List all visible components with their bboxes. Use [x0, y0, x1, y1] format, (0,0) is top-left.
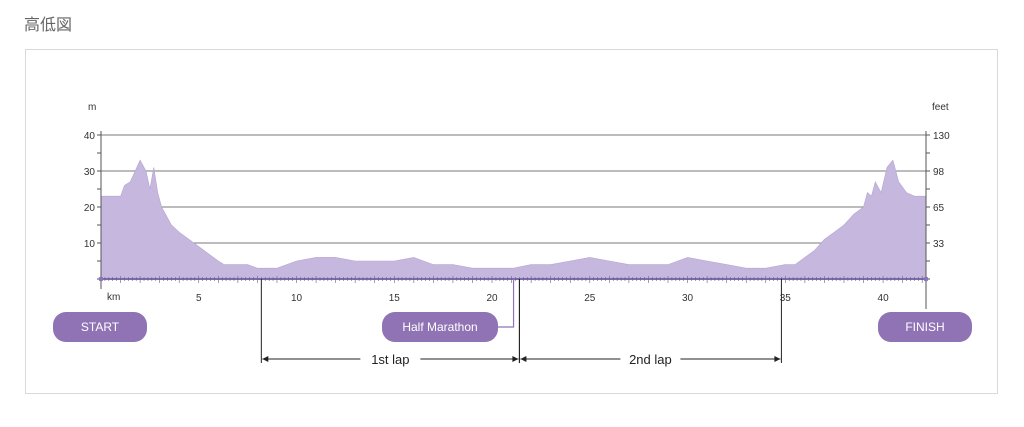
y-tick-label-left: 40 — [84, 131, 96, 142]
grid-layer — [101, 134, 926, 244]
x-tick-label: 30 — [682, 293, 694, 304]
half-marathon-pill — [382, 312, 498, 342]
lap1-arrowhead-right — [512, 356, 519, 362]
y-tick-label-left: 20 — [84, 203, 96, 214]
lap2-arrowhead-left — [520, 356, 527, 362]
x-tick-label: 15 — [389, 293, 401, 304]
baseline-end-dot — [923, 276, 929, 282]
area-layer — [100, 159, 927, 280]
x-tick-label: 20 — [486, 293, 498, 304]
y-tick-label-left: 10 — [84, 239, 96, 250]
start-pill — [53, 312, 147, 342]
lap1-label: 1st lap — [371, 352, 409, 367]
y-tick-label-left: 30 — [84, 167, 96, 178]
finish-label: FINISH — [905, 320, 944, 334]
chart-panel — [25, 49, 998, 394]
page-title: 高低図 — [24, 15, 73, 34]
x-tick-label: 10 — [291, 293, 303, 304]
finish-pill — [878, 312, 972, 342]
y-axis-label-right: feet — [932, 102, 949, 113]
x-tick-label: 35 — [780, 293, 792, 304]
x-tick-label: 40 — [878, 293, 890, 304]
y-tick-label-right: 65 — [933, 203, 945, 214]
x-tick-label: 25 — [584, 293, 596, 304]
label-layer: 10 20 30 40 33 65 98 130 5 10 15 20 25 30 35 40 km m feet — [84, 102, 950, 304]
y-tick-label-right: 130 — [933, 131, 950, 142]
baseline-end-dot — [98, 276, 104, 282]
lap1-arrowhead-left — [262, 356, 269, 362]
lap2-label: 2nd lap — [629, 352, 672, 367]
lap2-arrowhead-right — [774, 356, 781, 362]
x-tick-label: 5 — [196, 293, 202, 304]
y-tick-label-right: 33 — [933, 239, 945, 250]
elevation-area — [100, 159, 927, 280]
annotation-layer: START FINISH Half Marathon 1st lap 2nd lap — [53, 279, 972, 367]
y-tick-label-right: 98 — [933, 167, 945, 178]
y-axis-label-left: m — [88, 102, 96, 113]
half-marathon-label: Half Marathon — [402, 320, 477, 334]
x-axis-label: km — [107, 292, 120, 303]
start-label: START — [81, 320, 120, 334]
